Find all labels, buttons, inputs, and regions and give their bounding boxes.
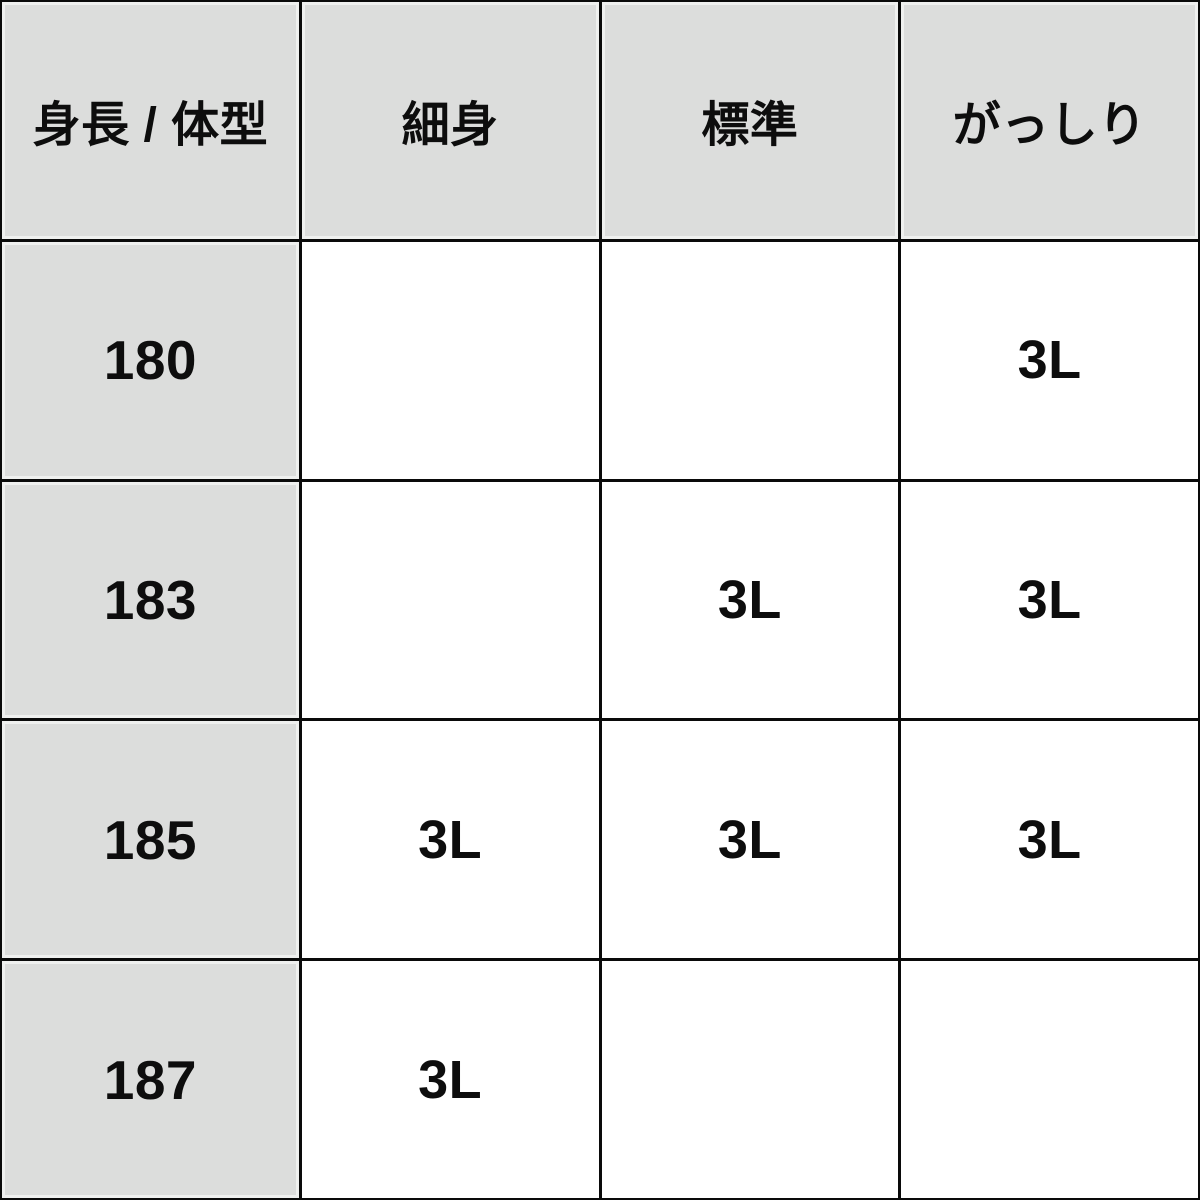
cell-185-slim: 3L (301, 721, 599, 959)
cell-185-standard: 3L (601, 721, 899, 959)
cell-185-slim-value: 3L (418, 809, 483, 870)
row-label-183: 183 (2, 481, 299, 719)
cell-187-standard (601, 961, 899, 1198)
header-label-slim: 細身 (401, 99, 499, 153)
header-label-standard: 標準 (701, 99, 799, 153)
cell-187-sturdy (901, 961, 1198, 1198)
header-cell-standard: 標準 (601, 2, 899, 239)
cell-185-sturdy-value: 3L (1017, 809, 1082, 870)
header-cell-slim: 細身 (301, 2, 599, 239)
cell-183-sturdy-value: 3L (1017, 569, 1082, 630)
cell-183-slim (301, 481, 599, 719)
cell-185-sturdy: 3L (901, 721, 1198, 959)
row-label-185-text: 185 (103, 808, 197, 871)
row-label-180-text: 180 (103, 329, 197, 392)
cell-183-standard: 3L (601, 481, 899, 719)
cell-180-standard (601, 241, 899, 479)
row-label-187-text: 187 (103, 1048, 197, 1111)
row-label-185: 185 (2, 721, 299, 959)
cell-183-standard-value: 3L (717, 569, 782, 630)
header-corner-cell: 身長 / 体型 (2, 2, 299, 239)
cell-187-slim: 3L (301, 961, 599, 1198)
cell-180-sturdy-value: 3L (1017, 330, 1082, 391)
cell-183-sturdy: 3L (901, 481, 1198, 719)
row-label-180: 180 (2, 241, 299, 479)
header-corner-label: 身長 / 体型 (32, 99, 269, 153)
cell-180-sturdy: 3L (901, 241, 1198, 479)
cell-187-slim-value: 3L (418, 1049, 483, 1110)
cell-185-standard-value: 3L (717, 809, 782, 870)
row-label-187: 187 (2, 961, 299, 1198)
row-label-183-text: 183 (103, 568, 197, 631)
header-label-sturdy: がっしり (952, 99, 1147, 153)
header-cell-sturdy: がっしり (901, 2, 1198, 239)
cell-180-slim (301, 241, 599, 479)
